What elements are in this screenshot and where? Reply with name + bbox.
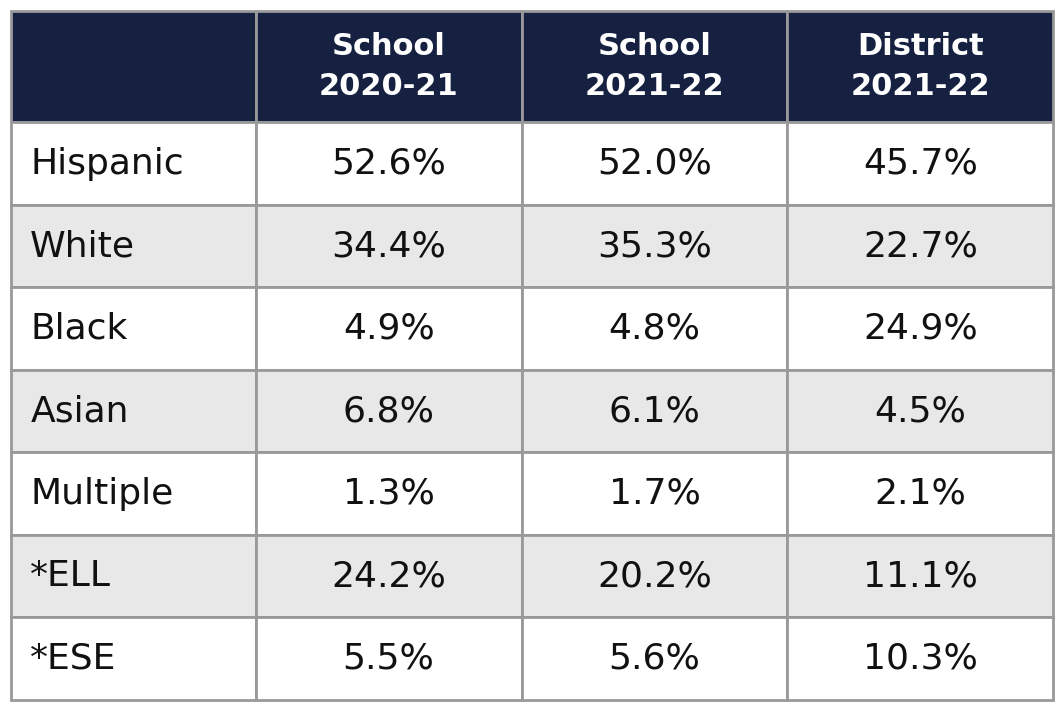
- Text: 4.9%: 4.9%: [343, 312, 434, 345]
- Text: 1.3%: 1.3%: [343, 477, 434, 510]
- Bar: [521, 11, 787, 122]
- Text: 4.8%: 4.8%: [609, 312, 700, 345]
- Text: 5.5%: 5.5%: [343, 642, 434, 675]
- Bar: [11, 452, 255, 535]
- Bar: [11, 535, 255, 617]
- Bar: [521, 205, 787, 287]
- Text: Hispanic: Hispanic: [30, 147, 184, 180]
- Text: Asian: Asian: [30, 394, 129, 428]
- Bar: [521, 122, 787, 205]
- Text: 5.6%: 5.6%: [609, 642, 700, 675]
- Bar: [255, 370, 521, 452]
- Bar: [787, 205, 1053, 287]
- Bar: [11, 370, 255, 452]
- Text: Black: Black: [30, 312, 128, 345]
- Bar: [521, 617, 787, 700]
- Bar: [11, 11, 255, 122]
- Bar: [521, 370, 787, 452]
- Bar: [787, 535, 1053, 617]
- Text: 2020-21: 2020-21: [319, 72, 459, 101]
- Text: 2021-22: 2021-22: [585, 72, 725, 101]
- Text: 4.5%: 4.5%: [875, 394, 966, 428]
- Text: 20.2%: 20.2%: [597, 559, 712, 593]
- Bar: [255, 535, 521, 617]
- Bar: [255, 287, 521, 370]
- Bar: [521, 452, 787, 535]
- Bar: [255, 122, 521, 205]
- Bar: [521, 535, 787, 617]
- Text: 6.1%: 6.1%: [609, 394, 700, 428]
- Bar: [11, 122, 255, 205]
- Text: 10.3%: 10.3%: [863, 642, 978, 675]
- Bar: [255, 452, 521, 535]
- Text: White: White: [30, 229, 135, 263]
- Bar: [11, 287, 255, 370]
- Bar: [787, 287, 1053, 370]
- Text: School: School: [598, 32, 712, 61]
- Text: 2021-22: 2021-22: [850, 72, 991, 101]
- Bar: [787, 452, 1053, 535]
- Text: 2.1%: 2.1%: [875, 477, 966, 510]
- Text: 1.7%: 1.7%: [609, 477, 700, 510]
- Text: 24.2%: 24.2%: [331, 559, 446, 593]
- Text: *ESE: *ESE: [30, 642, 117, 675]
- Text: 52.0%: 52.0%: [597, 147, 712, 180]
- Text: 34.4%: 34.4%: [331, 229, 446, 263]
- Text: District: District: [857, 32, 984, 61]
- Text: 22.7%: 22.7%: [863, 229, 978, 263]
- Text: *ELL: *ELL: [30, 559, 112, 593]
- Text: 24.9%: 24.9%: [863, 312, 978, 345]
- Bar: [787, 617, 1053, 700]
- Bar: [787, 11, 1053, 122]
- Bar: [787, 370, 1053, 452]
- Bar: [11, 205, 255, 287]
- Bar: [11, 617, 255, 700]
- Text: 35.3%: 35.3%: [597, 229, 712, 263]
- Bar: [255, 11, 521, 122]
- Bar: [787, 122, 1053, 205]
- Bar: [255, 205, 521, 287]
- Text: School: School: [332, 32, 446, 61]
- Text: Multiple: Multiple: [30, 477, 173, 510]
- Text: 11.1%: 11.1%: [863, 559, 978, 593]
- Bar: [255, 617, 521, 700]
- Bar: [521, 287, 787, 370]
- Text: 6.8%: 6.8%: [343, 394, 434, 428]
- Text: 52.6%: 52.6%: [331, 147, 446, 180]
- Text: 45.7%: 45.7%: [863, 147, 978, 180]
